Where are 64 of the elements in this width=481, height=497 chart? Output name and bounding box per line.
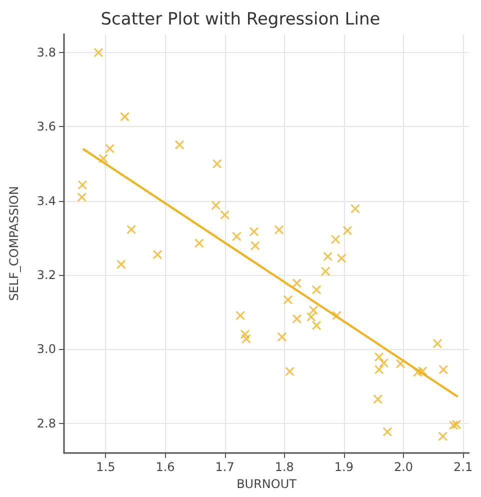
point xyxy=(373,394,383,404)
point xyxy=(332,310,342,320)
point xyxy=(292,314,302,324)
x-tick-label: 1.7 xyxy=(215,460,234,474)
point xyxy=(277,332,287,342)
point xyxy=(323,252,333,262)
y-tick-label: 3.0 xyxy=(36,342,56,356)
point xyxy=(312,285,322,295)
point xyxy=(249,226,259,236)
point xyxy=(240,330,250,340)
point xyxy=(78,180,88,190)
point xyxy=(211,200,221,210)
point xyxy=(120,112,130,122)
y-tick-label: 3.8 xyxy=(36,46,56,60)
point xyxy=(432,338,442,348)
point xyxy=(174,140,184,150)
point xyxy=(94,48,104,58)
point xyxy=(274,224,284,235)
y-axis-title: SELF_COMPASSION xyxy=(7,186,21,301)
point xyxy=(292,278,302,288)
point xyxy=(220,210,230,220)
point xyxy=(250,240,260,251)
point xyxy=(438,432,448,442)
chart-title: Scatter Plot with Regression Line xyxy=(100,10,380,30)
point xyxy=(194,238,204,248)
point xyxy=(379,358,389,368)
point xyxy=(342,226,352,236)
y-tick-label: 3.6 xyxy=(36,120,56,134)
point xyxy=(396,358,406,368)
y-tick-label: 3.4 xyxy=(36,194,56,208)
point xyxy=(105,144,115,154)
point xyxy=(412,367,423,377)
point xyxy=(418,366,428,376)
x-axis-title: BURNOUT xyxy=(236,476,298,491)
point xyxy=(452,420,462,430)
x-tick-label: 1.6 xyxy=(156,460,175,474)
point xyxy=(116,259,126,270)
point xyxy=(126,224,136,234)
x-tick-label: 1.8 xyxy=(274,460,294,474)
point xyxy=(320,266,330,276)
point xyxy=(350,204,360,214)
point xyxy=(312,320,322,330)
point xyxy=(448,420,458,430)
point xyxy=(330,234,340,244)
point xyxy=(438,364,448,374)
y-tick-label: 2.8 xyxy=(36,416,56,430)
point xyxy=(77,192,87,202)
point xyxy=(98,154,108,164)
point xyxy=(235,310,246,320)
point xyxy=(283,295,293,305)
point xyxy=(152,250,162,260)
y-tick-label: 3.2 xyxy=(36,268,56,282)
point xyxy=(241,334,252,344)
point xyxy=(232,232,242,242)
point xyxy=(374,352,384,362)
x-tick-label: 2.0 xyxy=(394,460,414,474)
point xyxy=(212,158,222,169)
point xyxy=(382,427,392,437)
x-tick-label: 1.9 xyxy=(334,460,354,474)
point xyxy=(374,364,384,374)
point xyxy=(284,366,295,376)
x-tick-label: 1.5 xyxy=(96,460,116,474)
point xyxy=(336,254,346,264)
x-tick-label: 2.1 xyxy=(453,460,473,474)
